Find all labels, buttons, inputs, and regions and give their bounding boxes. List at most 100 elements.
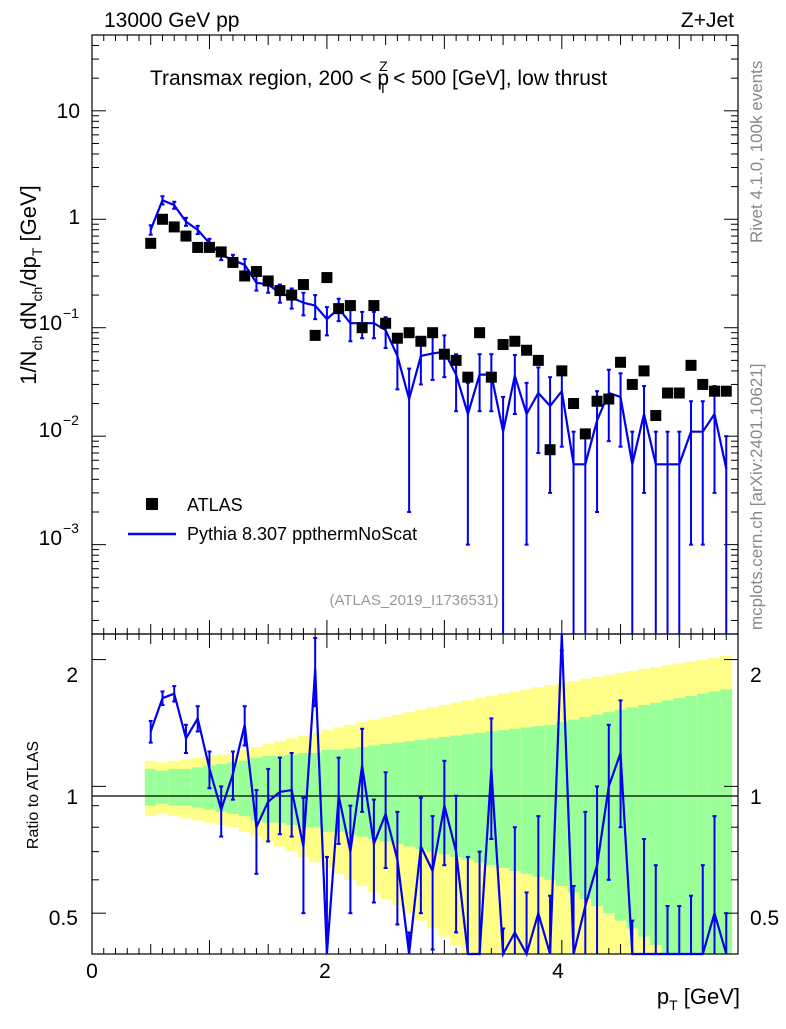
atlas-point <box>579 428 591 440</box>
ytick-label-1: 1 <box>68 206 80 229</box>
ytick-exp-1e-1: −1 <box>63 305 79 321</box>
ratio-ytick-label-05-right: 0.5 <box>750 907 779 930</box>
band-inner-bin <box>661 700 674 954</box>
atlas-point <box>156 213 168 225</box>
atlas-point <box>180 230 192 242</box>
main-axis-ticks <box>91 34 739 634</box>
ylabel-unit: [GeV] <box>16 185 41 247</box>
band-inner-bin <box>191 767 204 808</box>
atlas-point <box>415 335 427 347</box>
xlabel-p: p <box>657 984 669 1009</box>
atlas-point <box>297 279 309 291</box>
band-inner-bin <box>238 760 251 817</box>
atlas-point <box>521 344 533 356</box>
atlas-point <box>474 327 486 339</box>
atlas-point <box>239 270 251 282</box>
atlas-point <box>556 365 568 377</box>
main-title: Transmax region, 200 < pZ T < 500 [GeV], … <box>150 58 607 96</box>
band-inner-bin <box>720 689 733 954</box>
band-inner-bin <box>673 698 686 954</box>
atlas-point <box>626 378 638 390</box>
atlas-point <box>356 322 368 334</box>
atlas-point <box>450 354 462 366</box>
ylabel-part1: 1/N <box>16 351 41 385</box>
main-ylabel: 1/Nch dNch/dpT [GeV] <box>16 185 45 385</box>
band-inner-bin <box>297 753 310 828</box>
title-sup: Z <box>379 58 388 74</box>
main-plot-frame <box>91 34 739 635</box>
atlas-point <box>333 303 345 315</box>
ratio-ylabel: Ratio to ATLAS <box>25 741 42 849</box>
band-inner-bin <box>696 693 709 954</box>
ytick-label-10: 10 <box>57 100 80 123</box>
ratio-ytick-label-2-right: 2 <box>750 664 762 687</box>
mcplots-label: mcplots.cern.ch [arXiv:2401.10621] <box>747 364 766 630</box>
xlabel-unit: [GeV] <box>678 984 740 1009</box>
atlas-point <box>603 393 615 405</box>
ytick-exp-1e-2: −2 <box>63 412 79 428</box>
ylabel-part3: /dp <box>16 256 41 287</box>
band-inner-bin <box>685 695 697 954</box>
band-inner-bin <box>368 745 380 840</box>
atlas-point <box>720 385 732 397</box>
band-inner-bin <box>473 732 486 863</box>
band-inner-bin <box>144 768 157 806</box>
atlas-point <box>380 317 392 329</box>
atlas-point <box>591 395 603 407</box>
band-inner-bin <box>426 738 439 852</box>
atlas-point <box>368 300 380 312</box>
ylabel-part2: dN <box>16 302 41 336</box>
atlas-point <box>203 241 215 253</box>
ratio-ytick-labels: 2 1 0.5 2 1 0.5 <box>49 664 779 930</box>
band-inner-bin <box>508 728 521 871</box>
ytick-exp-1e-3: −3 <box>63 520 79 536</box>
atlas-point <box>509 335 521 347</box>
main-ytick-labels: 10 1 10 −1 10 −2 10 −3 <box>39 100 80 550</box>
atlas-point <box>250 265 262 277</box>
ytick-label-1e-2: 10 <box>39 419 62 442</box>
ylabel-sub1: ch <box>29 336 45 351</box>
legend: ATLAS Pythia 8.307 ppthermNoScat <box>128 495 417 544</box>
analysis-id: (ATLAS_2019_I1736531) <box>329 592 498 609</box>
ratio-axis-ticks <box>91 634 739 954</box>
band-inner-bin <box>532 726 545 877</box>
atlas-point <box>662 387 674 399</box>
title-sub: T <box>379 80 388 96</box>
atlas-point <box>262 275 274 287</box>
band-inner-bin <box>544 724 556 880</box>
band-inner-bin <box>250 757 263 821</box>
atlas-point <box>321 272 333 284</box>
atlas-series <box>145 213 732 456</box>
atlas-point <box>145 237 157 249</box>
band-inner-bin <box>638 705 650 937</box>
band-inner-bin <box>309 753 322 828</box>
atlas-point <box>709 385 721 397</box>
svg-text:1/Nch dNch/dpT [GeV]: 1/Nch dNch/dpT [GeV] <box>16 185 45 385</box>
ytick-label-1e-1: 10 <box>39 312 62 335</box>
band-inner-bin <box>156 770 169 804</box>
atlas-point <box>215 246 227 258</box>
atlas-point <box>344 300 356 312</box>
rivet-label: Rivet 4.1.0, 100k events <box>747 61 766 243</box>
pythia-series <box>148 195 729 634</box>
title-part2: < 500 [GeV], low thrust <box>387 67 607 90</box>
band-inner-bin <box>403 741 415 847</box>
legend-atlas-marker <box>146 498 158 510</box>
pythia-line <box>149 198 728 470</box>
atlas-point <box>391 332 403 344</box>
atlas-point <box>673 387 685 399</box>
xtick-label-2: 2 <box>319 960 331 983</box>
xtick-label-4: 4 <box>552 960 564 983</box>
band-inner-bin <box>626 707 639 929</box>
atlas-point <box>403 327 415 339</box>
xlabel-sub: T <box>669 997 678 1013</box>
atlas-point <box>532 354 544 366</box>
band-inner-bin <box>461 734 474 860</box>
band-inner-bin <box>391 742 404 844</box>
ylabel-sub2: ch <box>29 287 45 302</box>
ytick-label-1e-3: 10 <box>39 527 62 550</box>
band-inner-bin <box>180 768 192 806</box>
band-inner-bin <box>344 748 357 835</box>
